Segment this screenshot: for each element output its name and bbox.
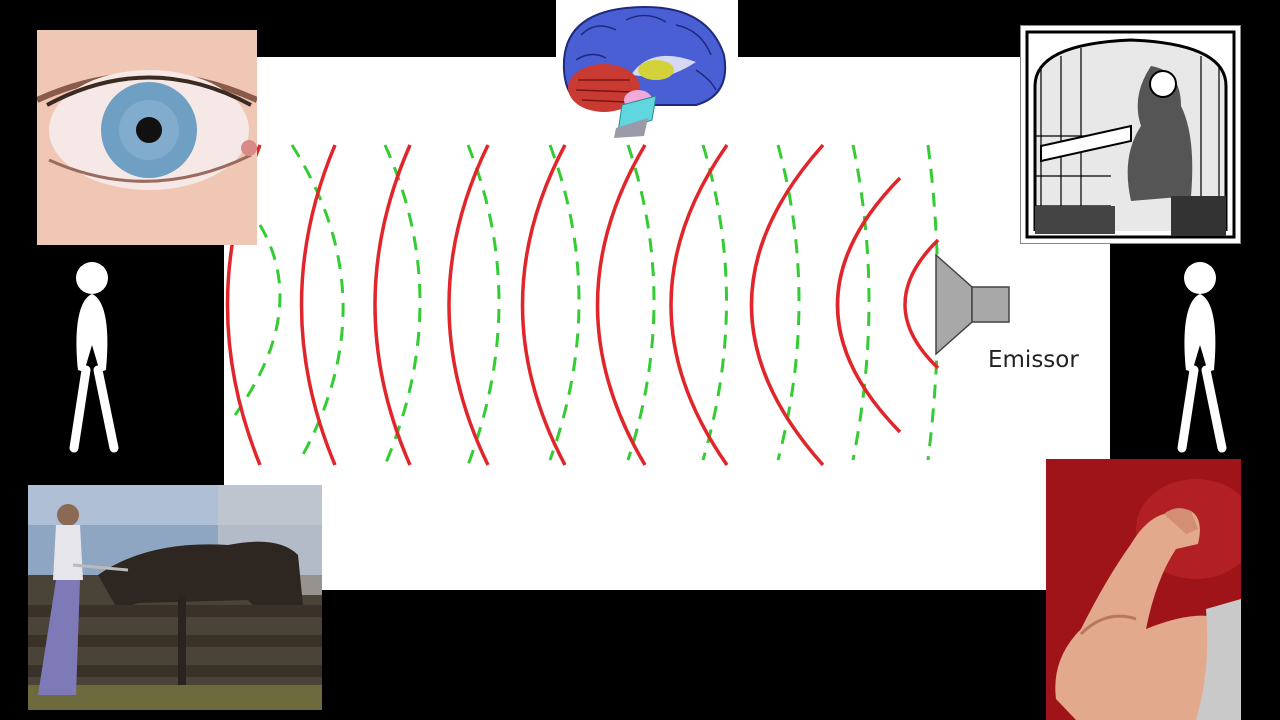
solid-wave: [749, 143, 825, 467]
dashed-wave: [233, 224, 282, 416]
dashed-wavefronts: [233, 144, 940, 466]
solid-wave: [447, 144, 490, 466]
dashed-wave: [466, 144, 501, 466]
solid-wave: [669, 143, 729, 467]
solid-wave: [595, 144, 647, 466]
stick-figure-right-icon: [1177, 262, 1227, 453]
flexed-arm-photo: [1046, 459, 1241, 720]
solid-wave: [835, 176, 902, 434]
dashed-wave: [626, 144, 656, 461]
eye-photo: [37, 30, 257, 245]
brain-illustration: [556, 0, 738, 140]
dashed-wave: [548, 144, 581, 461]
horse-photo: [28, 485, 322, 710]
solid-wavefronts: [225, 143, 940, 467]
solid-wave: [373, 144, 412, 466]
solid-wave: [299, 144, 337, 466]
dashed-wave: [701, 144, 728, 461]
dashed-wave: [851, 144, 871, 461]
solid-wave: [520, 144, 567, 466]
stick-figure-left-icon: [69, 262, 119, 453]
solid-wave: [903, 238, 940, 370]
emitter-label: Emissor: [988, 347, 1079, 373]
speaker-icon: [935, 253, 1010, 356]
monk-engraving: [1020, 25, 1241, 244]
dashed-wave: [383, 144, 422, 466]
